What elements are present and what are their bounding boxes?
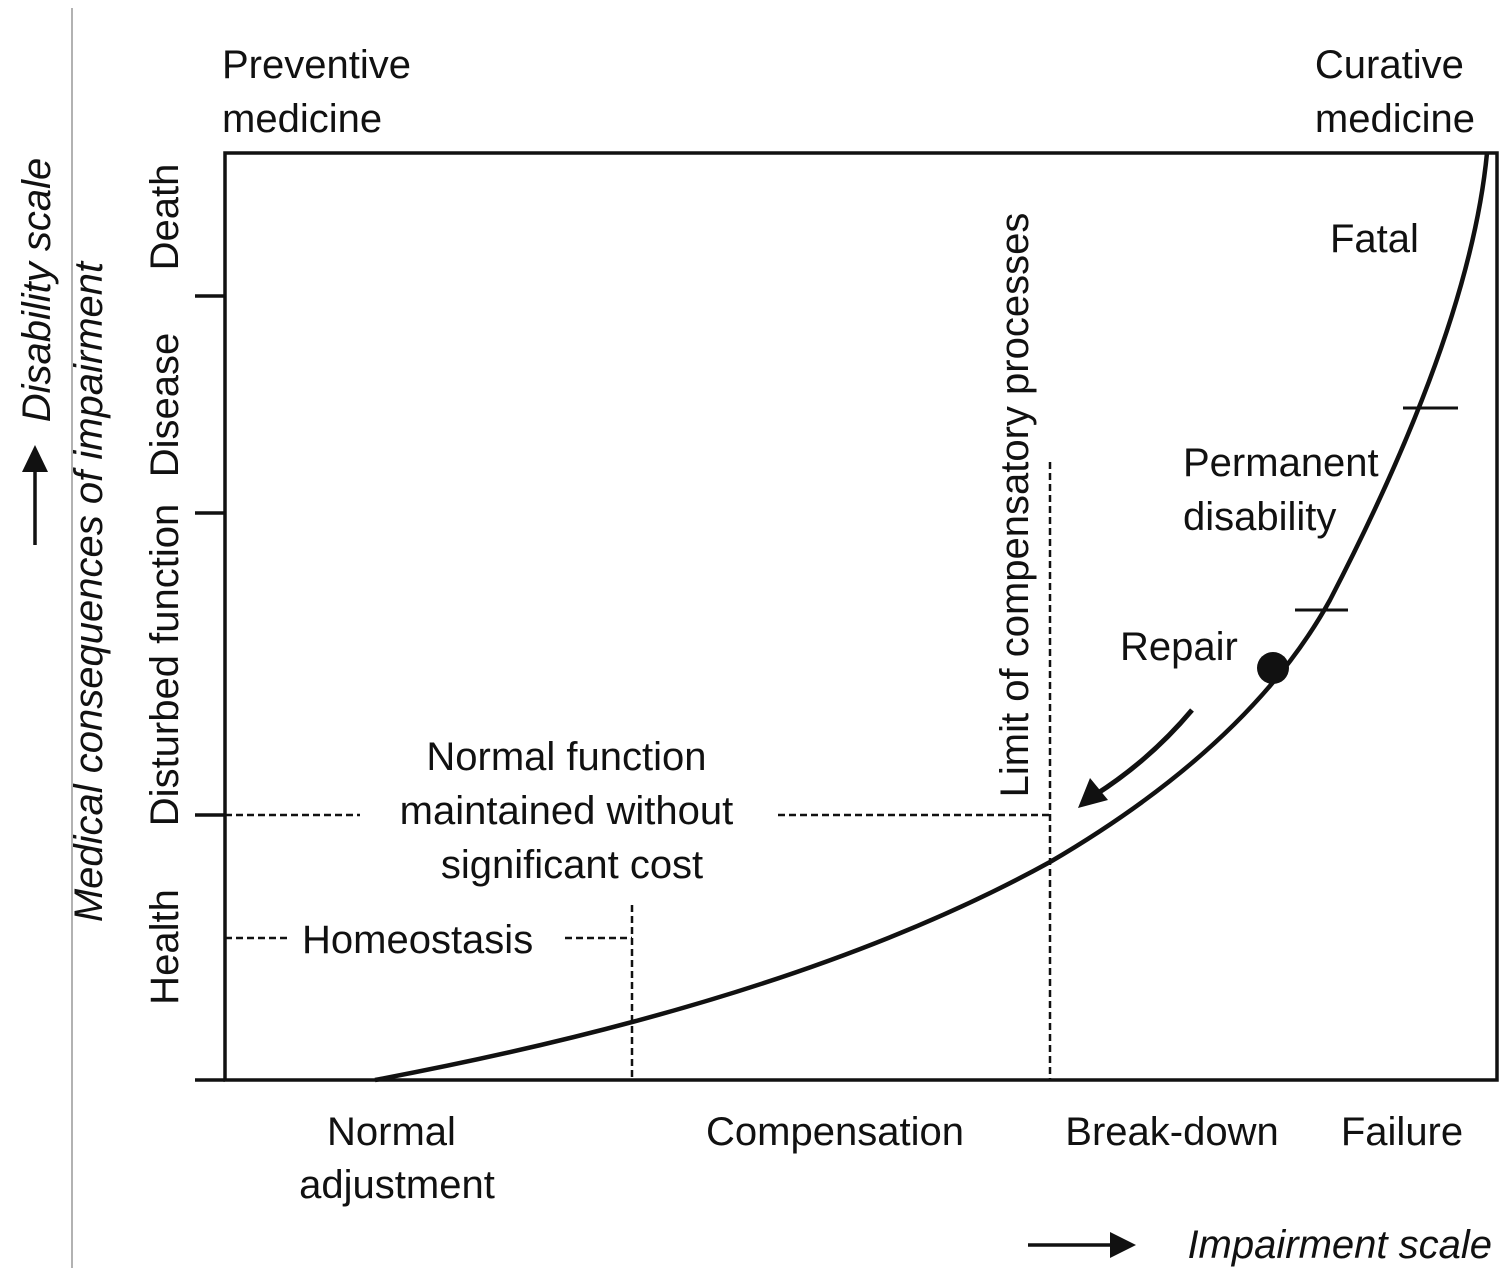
- line: Curative: [1315, 43, 1464, 87]
- limit-label: Limit of compensatory processes: [993, 213, 1037, 798]
- x-band-label: Compensation: [706, 1110, 964, 1154]
- line: medicine: [222, 97, 382, 141]
- y-band-label: Disturbed function: [143, 504, 187, 826]
- repair-point: [1257, 652, 1289, 684]
- homeostasis-label: Homeostasis: [302, 918, 533, 962]
- permanent-label: Permanent disability: [1183, 441, 1390, 539]
- line: Permanent: [1183, 441, 1379, 485]
- x-axis-title: Impairment scale: [1187, 1223, 1492, 1267]
- impairment-curve: [374, 152, 1490, 1083]
- plot-frame: [223, 151, 1499, 1082]
- y-band-label: Disease: [143, 333, 187, 478]
- x-band-label: Failure: [1341, 1110, 1463, 1154]
- y-axis-subtitle: Medical consequences of impairment: [67, 260, 111, 922]
- line: Normal function: [426, 735, 706, 779]
- line: maintained without: [400, 789, 734, 833]
- y-arrowhead: [22, 445, 48, 472]
- normal-function-label: Normal function maintained without signi…: [400, 735, 745, 887]
- homeostasis-lines: [225, 905, 634, 1080]
- y-band-label: Death: [143, 164, 187, 271]
- line: disability: [1183, 495, 1336, 539]
- line: Normal: [327, 1110, 456, 1154]
- preventive-label: Preventive medicine: [222, 43, 422, 141]
- y-ticks: [195, 294, 225, 1082]
- line: adjustment: [299, 1163, 495, 1207]
- repair-label: Repair: [1120, 625, 1238, 669]
- y-axis-title: Disability scale: [15, 158, 59, 423]
- limit-lines: [225, 462, 1052, 1080]
- curative-label: Curative medicine: [1315, 43, 1475, 141]
- fatal-label: Fatal: [1330, 217, 1419, 261]
- y-band-label: Health: [143, 889, 187, 1005]
- line: medicine: [1315, 97, 1475, 141]
- repair-arrow: [1093, 708, 1194, 798]
- repair-arrowhead: [1078, 778, 1108, 808]
- x-band-label: Normal adjustment: [299, 1110, 495, 1207]
- x-band-label: Break-down: [1065, 1110, 1278, 1154]
- line: significant cost: [441, 843, 703, 887]
- line: Preventive: [222, 43, 411, 87]
- x-arrowhead: [1110, 1232, 1136, 1258]
